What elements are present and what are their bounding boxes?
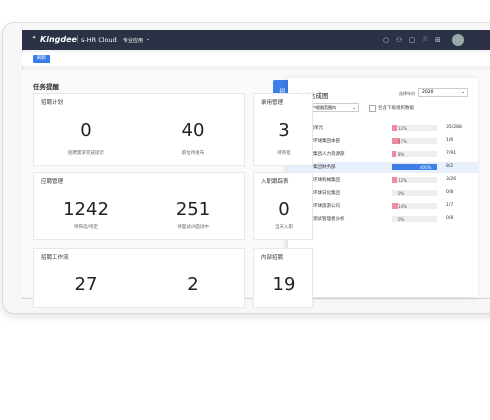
toolbar [22,52,490,66]
tree-row[interactable]: 环球旅游公司 14% 1/7 [288,201,478,212]
progress-label: 12% [398,126,407,131]
metric-value: 1242 [63,199,109,220]
progress-bar [392,138,400,144]
metric-label: 待筛选/待定 [73,225,99,230]
task-card: 招聘工作流 27 2 [33,248,245,308]
org-name: 管理单元 [305,126,323,131]
ratio: 1/6 [446,138,454,143]
progress-label: 400% [420,165,432,170]
tree-row[interactable]: 测试管理者分析 0% 0/8 [288,214,478,225]
metric-label: 职位待发布 [181,151,205,156]
ratio: 35/288 [446,125,462,130]
metric-value: 19 [272,274,296,295]
task-card: 招聘计划 0 招聘需求完成提示 40 职位待发布 [33,93,245,166]
tree-row[interactable]: 集团财务部 400% 8/2 [288,162,478,173]
progress-track: 12% [392,125,437,131]
task-card: 应聘管理 1242 待筛选/待定 251 待面试/A面试中 [33,172,245,240]
product: s-HR Cloud [81,36,117,44]
metric-value: 2 [187,274,199,295]
progress-label: 12% [398,178,407,183]
metric-value: 40 [181,120,205,141]
metric-label: 招聘需求完成提示 [68,151,104,156]
metric-label: 待审批 [277,151,291,156]
progress-bar [392,177,398,183]
progress-track: 12% [392,177,437,183]
progress-label: 0% [398,191,405,196]
progress-bar [392,151,396,157]
progress-label: 0% [398,217,405,222]
progress-track: 8% [392,151,437,157]
progress-track: 0% [392,190,437,196]
progress-label: 14% [398,204,407,209]
progress-bar [392,203,399,209]
ratio: 7/91 [446,151,457,156]
progress-bar [392,164,437,170]
scope-value: 当前用户权限范围内 [300,105,336,110]
year-value: 2020 [422,90,434,95]
org-name: 集团财务部 [313,165,336,170]
tree-row[interactable]: 环球集团本部 17% 1/6 [288,136,478,147]
org-name: 环球集团本部 [313,139,340,144]
org-name: 环球日化集团 [313,191,340,196]
progress-track: 17% [392,138,437,144]
year-label: 选择年份 [399,91,415,96]
metric-value: 0 [80,120,92,141]
year-select[interactable]: 2020 ⌄ [418,88,468,97]
brand: Kingdee [40,35,77,44]
refresh-button[interactable]: 刷新 [33,55,50,63]
card-title: 入职跟踪表 [261,179,289,185]
avatar[interactable] [452,34,464,46]
metric-value: 251 [175,199,211,220]
progress-track: 0% [392,216,437,222]
task-card: 内部招聘 19 [253,248,313,308]
navbar: ✦ Kingdee | s-HR Cloud 专业应用 ⌄ ○ ⚇ ▢ ☆ ⊞ [22,30,490,50]
progress-track: 14% [392,203,437,209]
card-title: 应聘管理 [41,179,64,185]
card-title: 招聘工作流 [41,255,69,261]
org-name: 集团人力资源部 [313,152,345,157]
include-checkbox[interactable] [369,105,376,112]
card-title: 录用管理 [261,100,284,106]
metric-value: 0 [278,199,290,220]
metric-label: 当天入职 [275,225,293,230]
card-title: 内部招聘 [261,255,284,261]
ratio: 8/2 [446,164,454,169]
ratio: 0/8 [446,190,454,195]
task-card: 入职跟踪表 0 当天入职 [253,172,313,240]
ratio: 0/8 [446,216,454,221]
progress-track: 400% [392,164,437,170]
section-title: 任务提醒 [33,83,59,91]
ratio: 3/26 [446,177,457,182]
metric-value: 27 [74,274,98,295]
progress-label: 8% [398,152,405,157]
task-card: 录用管理 3 待审批 [253,93,313,166]
progress-bar [392,125,398,131]
metric-label: 待面试/A面试中 [177,225,209,230]
include-label: 包含下级组织数据 [378,106,414,111]
card-title: 招聘计划 [41,100,64,106]
tree-row[interactable]: 环球机械集团 12% 3/26 [288,175,478,186]
tree-row[interactable]: 环球日化集团 0% 0/8 [288,188,478,199]
org-name: 环球机械集团 [313,178,340,183]
ratio: 1/7 [446,203,454,208]
progress-label: 17% [398,139,407,144]
org-name: 测试管理者分析 [313,217,345,222]
menu[interactable]: 专业应用 [123,38,144,44]
metric-value: 3 [278,120,290,141]
panel: 招聘达成图 选择年份 2020⌄ 当前用户权限范围内⌄ 包含下级组织数据 ▾管理… [288,78,478,297]
org-name: 环球旅游公司 [313,204,340,209]
